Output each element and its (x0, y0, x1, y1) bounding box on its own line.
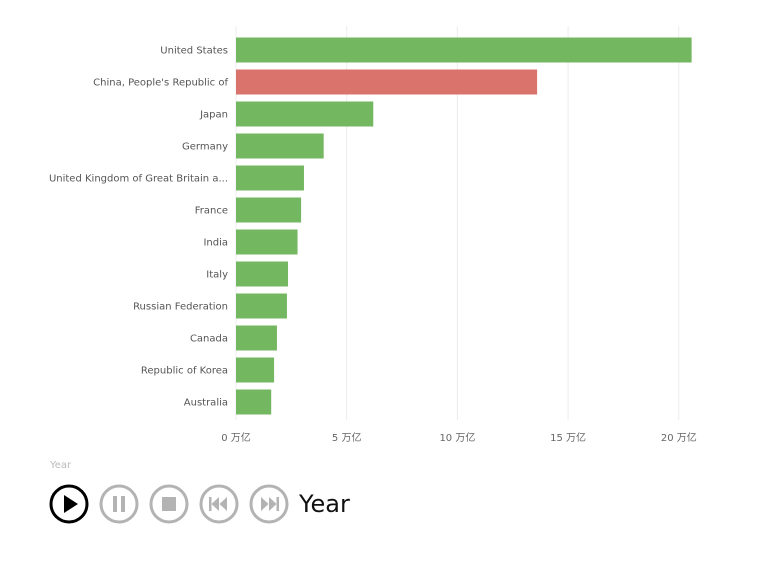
stop-button[interactable] (149, 484, 189, 524)
bar-7[interactable] (236, 261, 289, 287)
bar-8[interactable] (236, 293, 287, 319)
x-tick-label-4: 20 万亿 (661, 431, 697, 444)
skip-forward-icon (249, 484, 289, 524)
category-label-8: Russian Federation (133, 302, 228, 313)
bar-10[interactable] (236, 357, 275, 383)
timeline-controls: Year (49, 484, 350, 524)
skip-back-button[interactable] (199, 484, 239, 524)
category-label-3: Germany (182, 142, 228, 153)
category-label-6: India (203, 238, 228, 249)
x-tick-label-0: 0 万亿 (221, 431, 251, 444)
x-tick-label-3: 15 万亿 (550, 431, 586, 444)
year-label: Year (299, 490, 350, 518)
gdp-bar-chart: United States China, People's Republic of… (49, 26, 697, 444)
category-label-10: Republic of Korea (141, 366, 228, 377)
category-label-2: Japan (199, 110, 228, 121)
category-label-7: Italy (206, 270, 228, 281)
player-caption: Year (50, 460, 72, 471)
category-label-5: France (195, 206, 228, 217)
bar-9[interactable] (236, 325, 277, 351)
play-button[interactable] (49, 484, 89, 524)
stop-icon (149, 484, 189, 524)
bar-1[interactable] (236, 69, 538, 95)
bars (236, 37, 692, 415)
bar-3[interactable] (236, 133, 324, 159)
bar-11[interactable] (236, 389, 272, 415)
play-icon (49, 484, 89, 524)
bar-0[interactable] (236, 37, 692, 63)
category-label-1: China, People's Republic of (93, 78, 228, 89)
x-tick-label-1: 5 万亿 (332, 431, 362, 444)
category-label-9: Canada (190, 334, 228, 345)
category-labels: United States China, People's Republic of… (49, 46, 229, 409)
bar-6[interactable] (236, 229, 298, 255)
x-tick-labels: 0 万亿 5 万亿 10 万亿 15 万亿 20 万亿 (221, 431, 697, 444)
bar-4[interactable] (236, 165, 304, 191)
category-label-0: United States (160, 46, 228, 57)
x-tick-label-2: 10 万亿 (439, 431, 475, 444)
category-label-11: Australia (184, 398, 228, 409)
pause-icon (99, 484, 139, 524)
bar-5[interactable] (236, 197, 302, 223)
bar-2[interactable] (236, 101, 374, 127)
pause-button[interactable] (99, 484, 139, 524)
skip-forward-button[interactable] (249, 484, 289, 524)
category-label-4: United Kingdom of Great Britain a... (49, 174, 228, 185)
skip-back-icon (199, 484, 239, 524)
